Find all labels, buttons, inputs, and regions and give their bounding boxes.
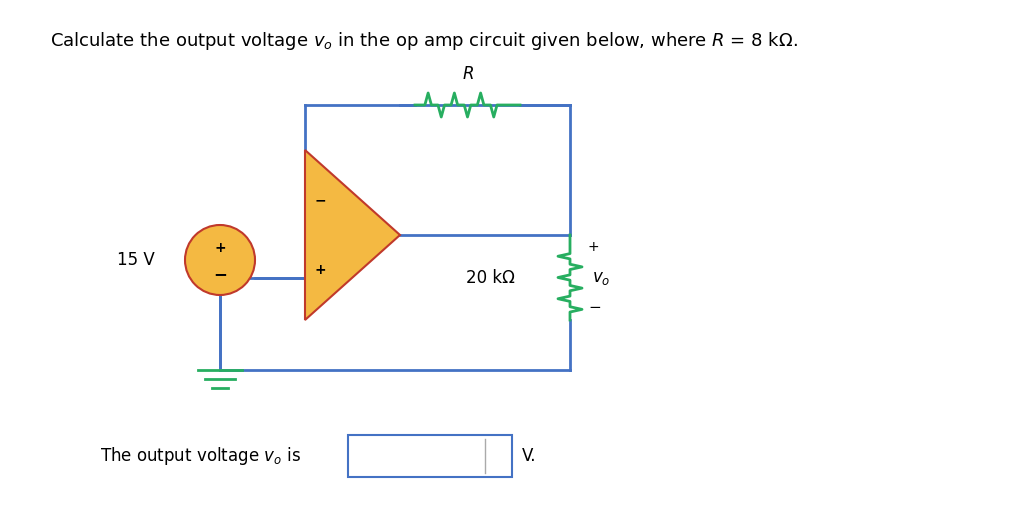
Text: −: −	[588, 300, 601, 315]
FancyBboxPatch shape	[348, 435, 512, 477]
Text: $R$: $R$	[462, 65, 473, 83]
Text: −: −	[314, 193, 326, 207]
Text: The output voltage $v_o$ is: The output voltage $v_o$ is	[100, 445, 301, 467]
Text: $v_o$: $v_o$	[592, 268, 610, 287]
Text: +: +	[314, 263, 326, 277]
Text: +: +	[214, 241, 226, 255]
Text: +: +	[588, 240, 600, 254]
Polygon shape	[305, 150, 400, 320]
Text: 20 kΩ: 20 kΩ	[466, 268, 515, 287]
Text: Calculate the output voltage $v_o$ in the op amp circuit given below, where $R$ : Calculate the output voltage $v_o$ in th…	[50, 30, 798, 52]
Text: −: −	[213, 265, 227, 283]
Text: V.: V.	[522, 447, 537, 465]
Circle shape	[185, 225, 255, 295]
Text: 15 V: 15 V	[118, 251, 155, 269]
